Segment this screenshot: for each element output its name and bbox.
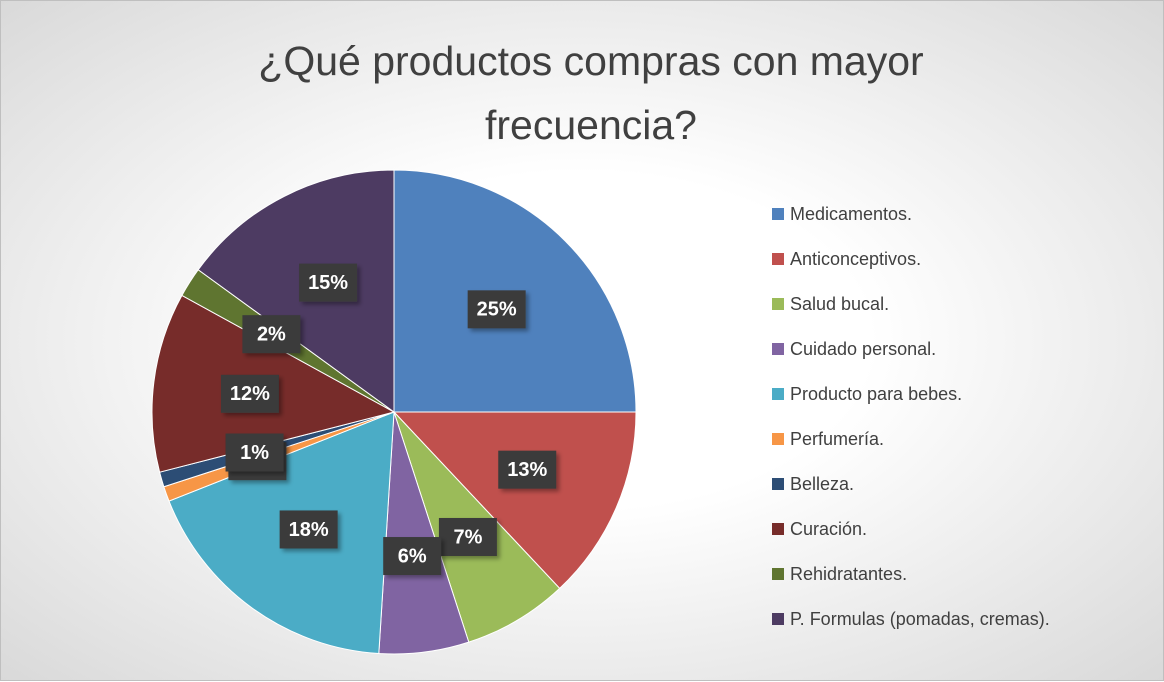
data-label: 7% xyxy=(453,526,482,548)
legend-label: Cuidado personal. xyxy=(790,339,936,359)
data-label-box xyxy=(225,433,284,472)
legend-label: Medicamentos. xyxy=(790,204,912,224)
legend-swatch xyxy=(772,523,784,535)
data-label: 18% xyxy=(289,519,329,541)
legend-label: Curación. xyxy=(790,519,867,539)
chart-title: ¿Qué productos compras con mayor frecuen… xyxy=(258,38,924,148)
legend-label: P. Formulas (pomadas, cremas). xyxy=(790,609,1050,629)
legend-swatch xyxy=(772,298,784,310)
legend-swatch xyxy=(772,568,784,580)
legend-label: Perfumería. xyxy=(790,429,884,449)
legend-label: Salud bucal. xyxy=(790,294,889,314)
data-label: 2% xyxy=(257,323,286,345)
legend-label: Rehidratantes. xyxy=(790,564,907,584)
data-label: 1% xyxy=(240,442,269,464)
data-label-box xyxy=(299,263,358,302)
data-label-box xyxy=(242,315,301,354)
legend-swatch xyxy=(772,433,784,445)
legend-swatch xyxy=(772,343,784,355)
legend-swatch xyxy=(772,388,784,400)
data-label: 6% xyxy=(398,545,427,567)
data-label-box xyxy=(498,450,557,489)
data-label: 12% xyxy=(230,383,270,405)
legend-label: Belleza. xyxy=(790,474,854,494)
legend-swatch xyxy=(772,478,784,490)
legend-label: Anticonceptivos. xyxy=(790,249,921,269)
legend-swatch xyxy=(772,613,784,625)
data-label-box xyxy=(279,510,338,549)
data-label: 13% xyxy=(507,459,547,481)
legend-swatch xyxy=(772,208,784,220)
data-label-box xyxy=(438,517,497,556)
pie-slice xyxy=(197,169,395,413)
legend-swatch xyxy=(772,253,784,265)
legend-label: Producto para bebes. xyxy=(790,384,962,404)
data-label-box xyxy=(220,374,279,413)
data-label-box xyxy=(383,537,442,576)
data-label-box xyxy=(467,290,526,329)
pie-slice xyxy=(392,411,637,590)
data-label: 25% xyxy=(477,299,517,321)
data-label: 15% xyxy=(308,272,348,294)
